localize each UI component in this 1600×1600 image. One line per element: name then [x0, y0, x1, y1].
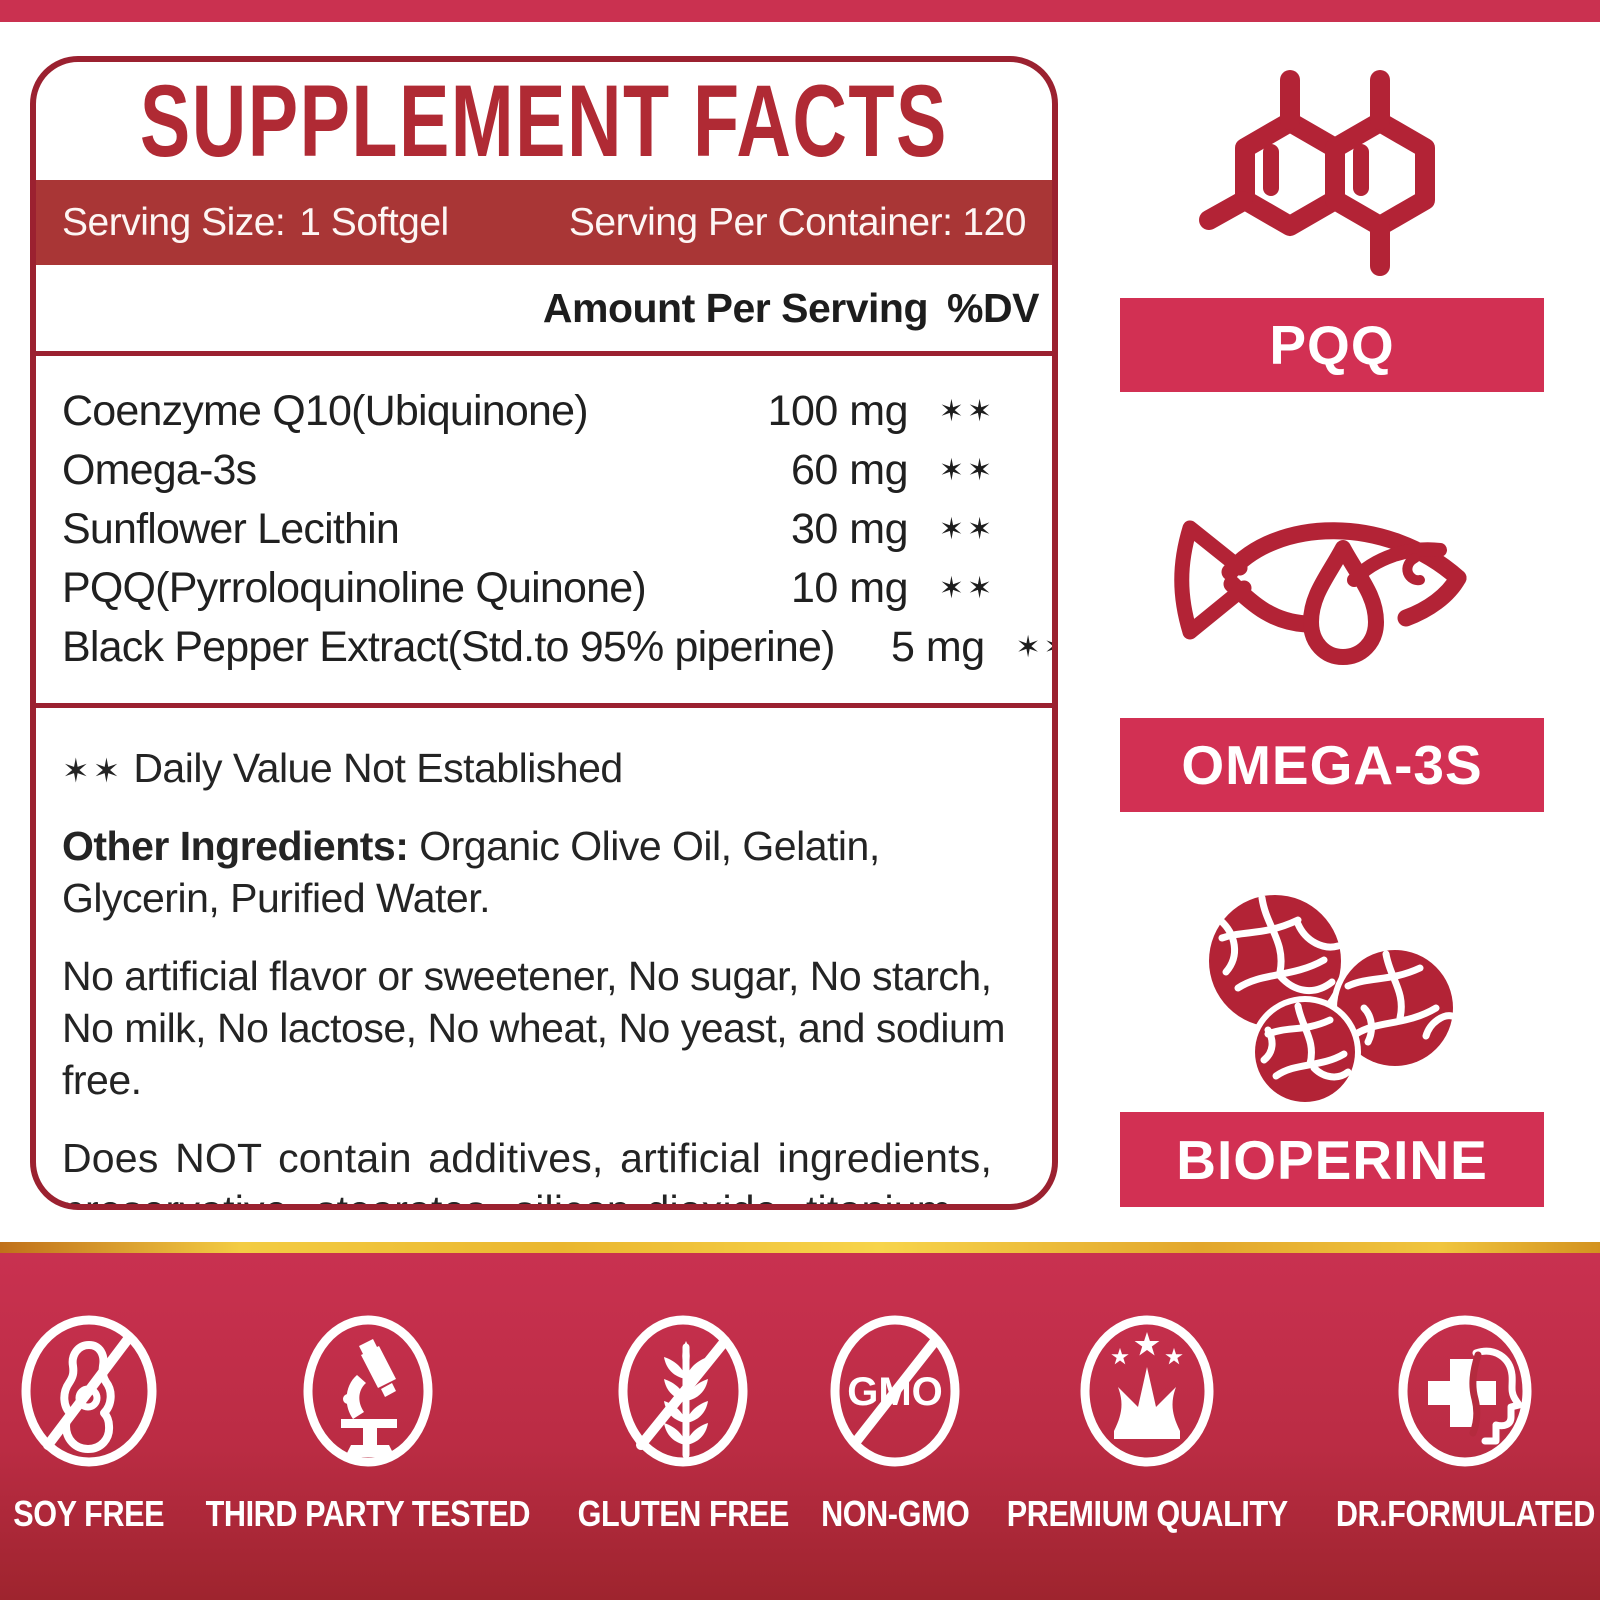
badge-label: PREMIUM QUALITY [1006, 1493, 1288, 1534]
ingredient-dv: ✶✶ [938, 572, 996, 605]
ingredient-amount: 10 mg [790, 564, 909, 612]
table-header-row: Amount Per Serving %DV [36, 265, 1052, 356]
peppercorns-icon [1203, 889, 1459, 1108]
badge-label: THIRD PARTY TESTED [206, 1493, 531, 1534]
omega3-banner-label: OMEGA-3S [1181, 734, 1483, 796]
footnotes: ✶✶ Daily Value Not Established Other Ingr… [36, 708, 1052, 1204]
ingredient-amount: 5 mg [891, 623, 985, 671]
table-row: Sunflower Lecithin 30 mg ✶✶ [62, 500, 1026, 559]
percent-dv-header: %DV [947, 284, 1039, 331]
other-ingredients-text: Organic Olive Oil, Gelatin, Glycerin, Pu… [62, 823, 880, 922]
daily-value-note: ✶✶ Daily Value Not Established [62, 742, 1026, 794]
table-row: Black Pepper Extract(Std.to 95% piperine… [62, 618, 1052, 677]
gold-divider [0, 1242, 1600, 1253]
bioperine-banner-label: BIOPERINE [1176, 1128, 1488, 1191]
panel-title-row: SUPPLEMENT FACTS [36, 62, 1052, 180]
crown-stars-icon [1080, 1315, 1214, 1467]
ingredient-name: Sunflower Lecithin [62, 505, 400, 553]
ingredient-name: Coenzyme Q10(Ubiquinone) [62, 387, 589, 435]
ingredient-dv: ✶✶ [938, 454, 996, 487]
daily-value-stars: ✶✶ [62, 752, 124, 789]
ingredient-dv: ✶✶ [938, 513, 996, 546]
no-gluten-icon [618, 1315, 748, 1467]
badge-non-gmo: GMO NON-GMO [808, 1313, 982, 1535]
serving-size: Serving Size: 1 Softgel [62, 201, 449, 245]
pqq-banner-label: PQQ [1269, 314, 1395, 376]
ingredient-amount: 30 mg [790, 505, 909, 553]
top-accent-band [0, 0, 1600, 22]
no-soy-icon [21, 1315, 157, 1467]
badge-third-party-tested: THIRD PARTY TESTED [177, 1313, 559, 1535]
badge-label: GLUTEN FREE [577, 1493, 790, 1534]
no-additives-claims: No artificial flavor or sweetener, No su… [62, 953, 1006, 1104]
omega3-banner: OMEGA-3S [1120, 718, 1544, 812]
badge-label: DR.FORMULATED [1335, 1493, 1595, 1534]
other-ingredients-label: Other Ingredients: [62, 823, 409, 870]
pqq-banner: PQQ [1120, 298, 1544, 392]
ingredient-table: Coenzyme Q10(Ubiquinone) 100 mg ✶✶ Omega… [36, 356, 1052, 683]
servings-per-container: Serving Per Container: 120 [568, 200, 1027, 245]
table-footnote-divider [36, 703, 1052, 708]
no-gmo-icon: GMO [830, 1315, 960, 1467]
serving-size-value: 1 Softgel [299, 200, 449, 244]
badge-label: SOY FREE [13, 1493, 165, 1534]
ingredient-dv: ✶✶ [1015, 631, 1052, 664]
ingredient-dv: ✶✶ [938, 395, 996, 428]
badge-band: SOY FREE THIRD PARTY TESTED [0, 1253, 1600, 1600]
other-ingredients: Other Ingredients: Organic Olive Oil, Ge… [62, 820, 1026, 924]
microscope-icon [303, 1315, 433, 1467]
does-not-contain: Does NOT contain additives, artificial i… [62, 1135, 993, 1204]
table-row: Omega-3s 60 mg ✶✶ [62, 441, 1026, 500]
badge-soy-free: SOY FREE [0, 1313, 177, 1535]
amount-per-serving-header: Amount Per Serving [542, 284, 929, 331]
badge-gluten-free: GLUTEN FREE [559, 1313, 808, 1535]
supplement-facts-panel: SUPPLEMENT FACTS Serving Size: 1 Softgel … [30, 56, 1058, 1210]
ingredient-name: Omega-3s [62, 446, 257, 494]
daily-value-text: Daily Value Not Established [133, 745, 623, 791]
ingredient-name: PQQ(Pyrroloquinoline Quinone) [62, 564, 647, 612]
badge-dr-formulated: DR.FORMULATED [1313, 1313, 1600, 1535]
ingredient-amount: 100 mg [767, 387, 909, 435]
bioperine-banner: BIOPERINE [1120, 1112, 1544, 1207]
panel-title: SUPPLEMENT FACTS [140, 63, 948, 178]
badge-premium-quality: PREMIUM QUALITY [982, 1313, 1313, 1535]
ingredient-amount: 60 mg [790, 446, 909, 494]
servings-per-container-value: 120 [962, 200, 1026, 244]
servings-per-container-label: Serving Per Container: [568, 200, 953, 244]
molecule-icon [1199, 70, 1435, 276]
table-row: PQQ(Pyrroloquinoline Quinone) 10 mg ✶✶ [62, 559, 1026, 618]
serving-size-label: Serving Size: [62, 200, 286, 244]
badge-label: NON-GMO [820, 1493, 970, 1534]
ingredient-name: Black Pepper Extract(Std.to 95% piperine… [62, 623, 835, 671]
serving-info-bar: Serving Size: 1 Softgel Serving Per Conta… [36, 180, 1052, 265]
medical-head-icon [1398, 1315, 1532, 1467]
fish-icon [1174, 520, 1467, 665]
table-row: Coenzyme Q10(Ubiquinone) 100 mg ✶✶ [62, 382, 1026, 441]
